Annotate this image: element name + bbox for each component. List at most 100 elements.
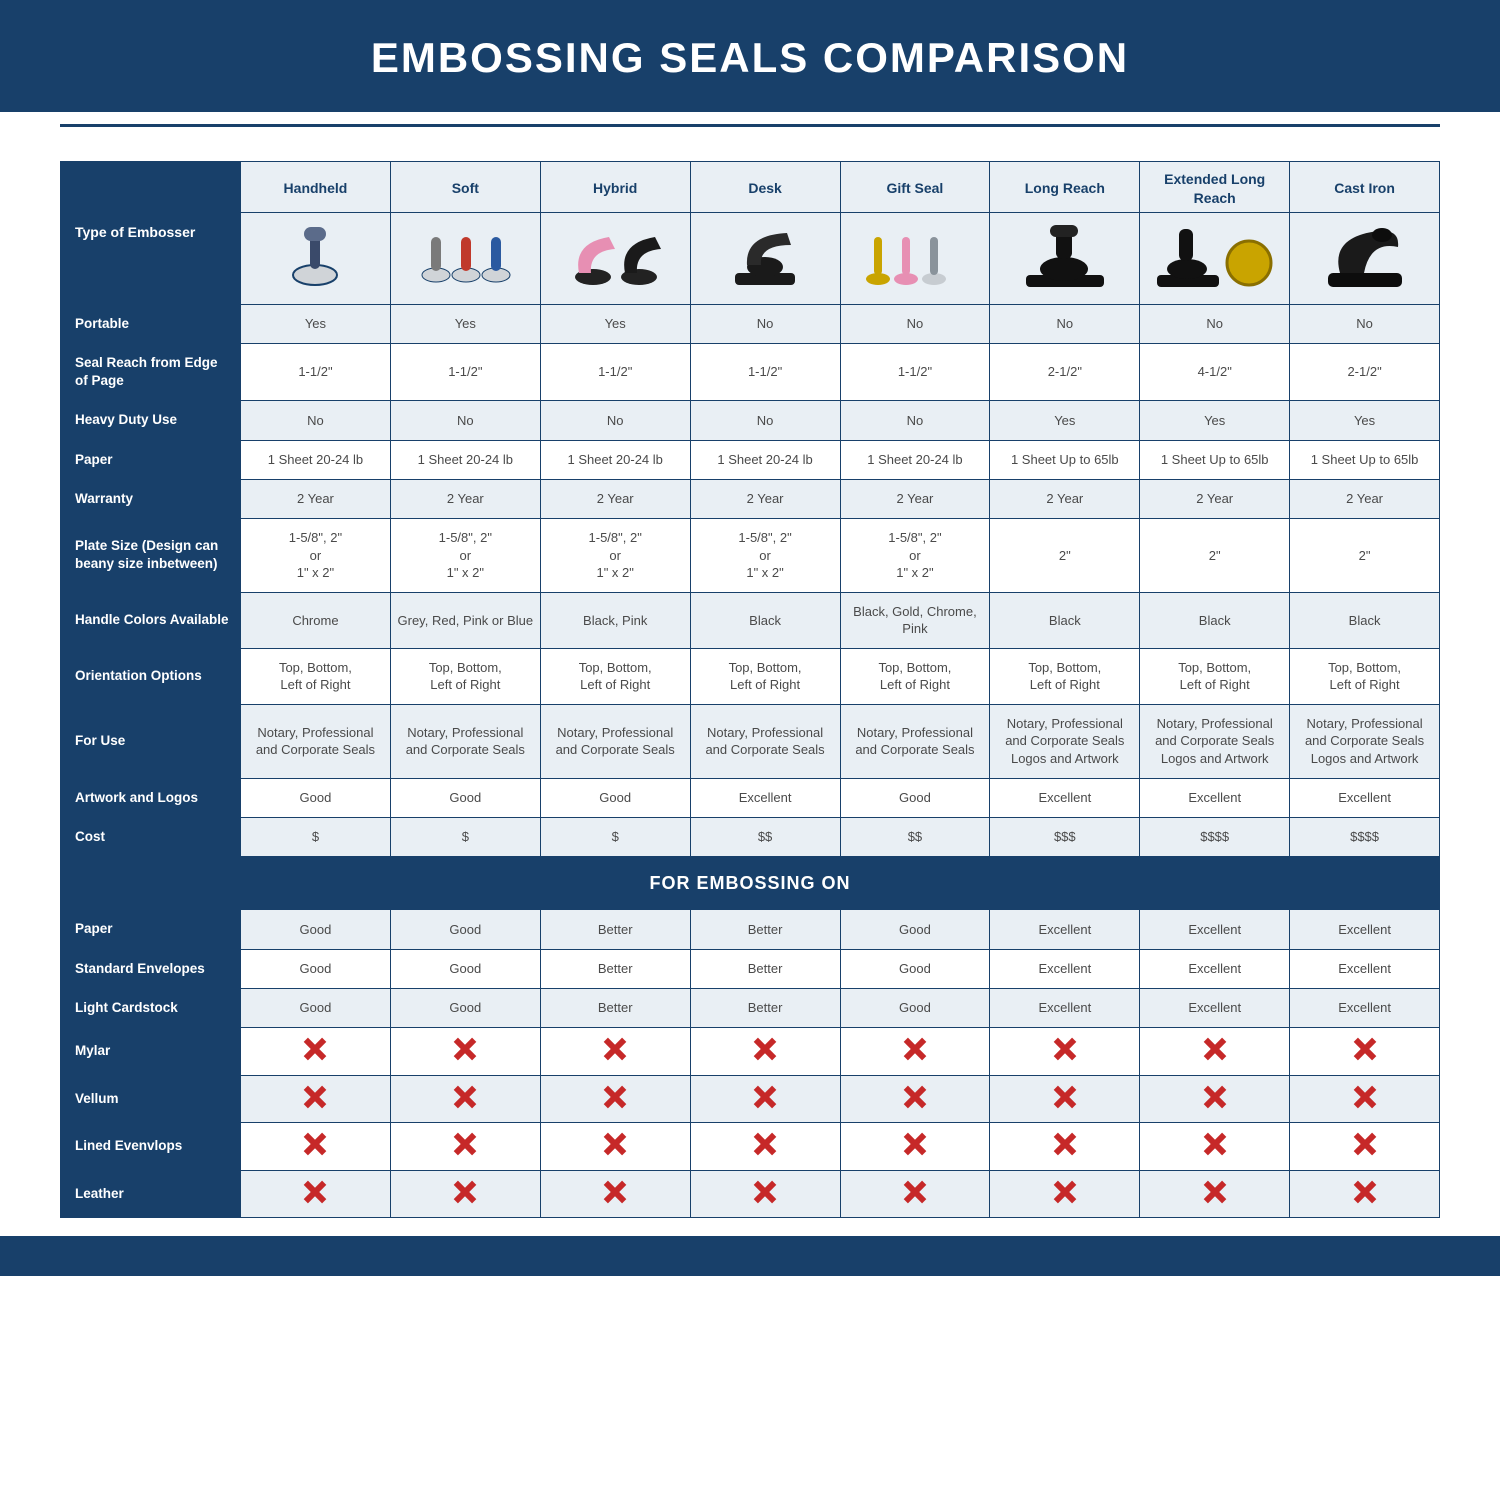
table-cell	[540, 1123, 690, 1171]
table-cell: Black	[1290, 592, 1440, 648]
table-row: Heavy Duty UseNoNoNoNoNoYesYesYes	[61, 401, 1440, 440]
table-cell: 1-1/2"	[840, 344, 990, 401]
not-recommended-icon	[604, 1133, 626, 1155]
table-cell: Good	[390, 910, 540, 949]
col-desk: Desk	[690, 162, 840, 213]
table-cell: Good	[241, 988, 391, 1027]
table-cell: Good	[241, 910, 391, 949]
longreach-embosser-icon	[996, 223, 1133, 293]
row-label: Paper	[61, 910, 241, 949]
table-cell: Black	[690, 592, 840, 648]
table-cell: No	[1290, 304, 1440, 343]
table-cell: Good	[840, 910, 990, 949]
not-recommended-icon	[904, 1086, 926, 1108]
table-cell: Better	[540, 988, 690, 1027]
table-cell	[390, 1123, 540, 1171]
table-cell: 1-1/2"	[241, 344, 391, 401]
not-recommended-icon	[754, 1181, 776, 1203]
not-recommended-icon	[1054, 1086, 1076, 1108]
table-cell: Excellent	[1290, 778, 1440, 817]
col-extlong: Extended Long Reach	[1140, 162, 1290, 213]
extlong-embosser-icon	[1146, 223, 1283, 293]
table-cell: $	[390, 817, 540, 856]
castiron-embosser-icon	[1296, 223, 1433, 293]
row-label: Orientation Options	[61, 648, 241, 704]
row-label: Paper	[61, 440, 241, 479]
table-cell: Excellent	[1290, 910, 1440, 949]
table-cell: Excellent	[1140, 778, 1290, 817]
table-cell: 1 Sheet Up to 65lb	[1290, 440, 1440, 479]
table-cell	[540, 1027, 690, 1075]
table-cell: Notary, Professional and Corporate Seals…	[990, 704, 1140, 778]
col-hybrid: Hybrid	[540, 162, 690, 213]
table-body-embossing: PaperGoodGoodBetterBetterGoodExcellentEx…	[61, 910, 1440, 1218]
table-cell: Excellent	[1140, 910, 1290, 949]
not-recommended-icon	[304, 1086, 326, 1108]
table-cell: Good	[390, 778, 540, 817]
table-cell: Notary, Professional and Corporate Seals	[241, 704, 391, 778]
not-recommended-icon	[1354, 1086, 1376, 1108]
hybrid-embosser-icon	[547, 223, 684, 293]
table-cell: Yes	[1140, 401, 1290, 440]
img-handheld	[241, 212, 391, 304]
img-hybrid	[540, 212, 690, 304]
table-cell	[1140, 1075, 1290, 1123]
table-cell: Better	[540, 949, 690, 988]
table-cell: 2 Year	[540, 479, 690, 518]
table-cell: Top, Bottom,Left of Right	[690, 648, 840, 704]
comparison-table-wrap: Type of Embosser Handheld Soft Hybrid De…	[60, 161, 1440, 1218]
table-head: Type of Embosser Handheld Soft Hybrid De…	[61, 162, 1440, 305]
table-cell	[990, 1123, 1140, 1171]
table-cell: Excellent	[990, 988, 1140, 1027]
not-recommended-icon	[1354, 1133, 1376, 1155]
table-cell: 2 Year	[1140, 479, 1290, 518]
table-cell: 1 Sheet Up to 65lb	[1140, 440, 1290, 479]
table-body-main: PortableYesYesYesNoNoNoNoNoSeal Reach fr…	[61, 304, 1440, 856]
table-cell	[840, 1170, 990, 1218]
table-cell	[690, 1170, 840, 1218]
table-cell: Good	[540, 778, 690, 817]
table-cell: Yes	[390, 304, 540, 343]
table-cell: No	[840, 401, 990, 440]
table-cell: 2 Year	[241, 479, 391, 518]
row-label: Mylar	[61, 1027, 241, 1075]
table-cell: Yes	[1290, 401, 1440, 440]
table-cell: $	[241, 817, 391, 856]
table-cell	[840, 1027, 990, 1075]
not-recommended-icon	[1204, 1133, 1226, 1155]
not-recommended-icon	[304, 1133, 326, 1155]
corner-label: Type of Embosser	[61, 162, 241, 305]
table-cell: Notary, Professional and Corporate Seals	[390, 704, 540, 778]
table-cell: $	[540, 817, 690, 856]
table-cell: No	[690, 401, 840, 440]
table-cell: Excellent	[1140, 988, 1290, 1027]
table-cell	[1140, 1123, 1290, 1171]
not-recommended-icon	[604, 1181, 626, 1203]
desk-embosser-icon	[697, 223, 834, 293]
not-recommended-icon	[304, 1181, 326, 1203]
not-recommended-icon	[604, 1038, 626, 1060]
comparison-table: Type of Embosser Handheld Soft Hybrid De…	[60, 161, 1440, 1218]
table-cell: Better	[690, 949, 840, 988]
not-recommended-icon	[904, 1181, 926, 1203]
table-cell: 1-1/2"	[540, 344, 690, 401]
row-label: Leather	[61, 1170, 241, 1218]
table-cell	[840, 1075, 990, 1123]
table-cell: No	[990, 304, 1140, 343]
table-cell: 1 Sheet Up to 65lb	[990, 440, 1140, 479]
row-label: Handle Colors Available	[61, 592, 241, 648]
table-cell: Top, Bottom,Left of Right	[990, 648, 1140, 704]
table-cell: $$$	[990, 817, 1140, 856]
table-cell	[990, 1027, 1140, 1075]
table-cell: No	[1140, 304, 1290, 343]
row-label: Heavy Duty Use	[61, 401, 241, 440]
soft-embosser-icon	[397, 223, 534, 293]
table-cell: 2"	[1290, 519, 1440, 593]
table-cell: 2 Year	[390, 479, 540, 518]
table-cell: 2 Year	[990, 479, 1140, 518]
table-cell: Top, Bottom,Left of Right	[1290, 648, 1440, 704]
table-cell	[690, 1027, 840, 1075]
table-cell	[390, 1170, 540, 1218]
table-cell: Black	[1140, 592, 1290, 648]
table-row: Mylar	[61, 1027, 1440, 1075]
